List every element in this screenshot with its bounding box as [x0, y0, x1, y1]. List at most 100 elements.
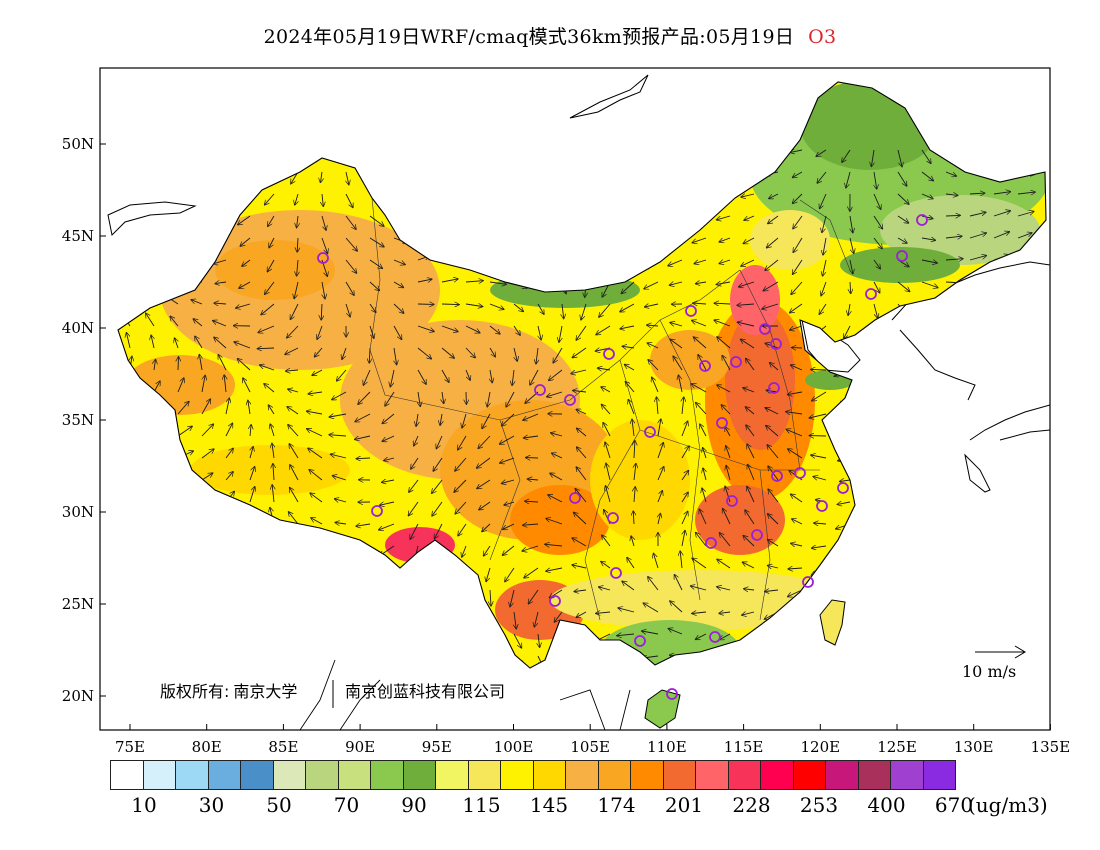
- wind-arrow: [648, 360, 659, 371]
- color-legend: [110, 760, 956, 790]
- wind-arrow: [268, 259, 275, 272]
- wind-arrow: [726, 446, 731, 459]
- wind-arrow: [634, 441, 635, 459]
- wind-arrow: [510, 589, 515, 607]
- wind-arrow: [369, 347, 370, 363]
- wind-arrow: [768, 566, 779, 569]
- city-marker: [564, 394, 576, 406]
- wind-arrow: [634, 487, 635, 503]
- wind-arrow: [500, 435, 515, 444]
- wind-arrow: [249, 467, 255, 481]
- wind-arrow: [694, 337, 707, 349]
- wind-arrow: [484, 545, 491, 556]
- wind-arrow: [873, 215, 882, 229]
- wind-arrow: [767, 390, 779, 392]
- wind-arrow: [572, 565, 587, 568]
- southeast-asia-coast: [299, 659, 631, 730]
- wind-arrow: [153, 381, 160, 393]
- wind-arrow: [272, 485, 274, 503]
- lat-tick-label: 50N: [62, 135, 94, 153]
- wind-arrow: [269, 237, 275, 248]
- wind-arrow: [393, 325, 402, 339]
- legend-swatch: [305, 760, 339, 790]
- wind-arrow: [335, 523, 347, 525]
- wind-arrow: [322, 193, 323, 206]
- wind-arrow: [321, 215, 326, 230]
- wind-arrow: [717, 215, 731, 220]
- lon-tick-label: 80E: [192, 738, 222, 756]
- taiwan-island: [819, 599, 846, 646]
- wind-arrow: [744, 589, 755, 590]
- wind-arrow: [692, 321, 707, 327]
- wind-arrow: [201, 376, 205, 393]
- wind-arrow: [811, 455, 827, 458]
- wind-arrow: [514, 611, 516, 629]
- wind-arrow: [790, 150, 803, 152]
- wind-arrow: [193, 319, 203, 327]
- wind-arrow: [258, 348, 275, 349]
- wind-arrow: [288, 425, 299, 437]
- wind-arrow: [813, 477, 827, 481]
- wind-arrow: [644, 281, 659, 289]
- wind-arrow: [363, 369, 371, 385]
- wind-arrow: [309, 392, 323, 394]
- wind-arrow: [225, 423, 232, 437]
- legend-swatch: [792, 760, 826, 790]
- wind-arrow: [702, 488, 707, 503]
- wind-arrow: [767, 237, 779, 248]
- wind-arrow: [321, 237, 328, 253]
- wind-arrow: [693, 303, 707, 304]
- wind-arrow: [151, 335, 154, 349]
- wind-arrow: [791, 543, 803, 546]
- wind-arrow: [225, 398, 229, 415]
- wind-arrow: [322, 281, 325, 299]
- wind-arrow: [486, 567, 491, 581]
- wind-arrow: [768, 489, 779, 503]
- legend-label: 400: [867, 793, 906, 817]
- legend-swatch: [695, 760, 729, 790]
- wind-arrow: [873, 193, 881, 209]
- wind-arrow: [657, 443, 663, 459]
- wind-arrow: [737, 304, 755, 305]
- wind-arrow: [576, 325, 587, 340]
- legend-swatch: [467, 760, 501, 790]
- wind-arrow: [458, 435, 467, 450]
- wind-arrow: [791, 365, 803, 371]
- wind-arrow: [250, 425, 251, 437]
- wind-arrow: [329, 414, 347, 417]
- wind-arrow: [741, 339, 755, 349]
- wind-arrow: [921, 260, 937, 263]
- wind-arrow: [225, 472, 233, 481]
- wind-arrow: [738, 322, 755, 327]
- wind-arrow: [289, 512, 299, 525]
- wind-arrow: [811, 370, 827, 371]
- lake-baikal: [569, 74, 649, 119]
- wind-arrow: [719, 612, 731, 613]
- wind-arrow: [522, 545, 539, 551]
- wind-arrow: [746, 425, 755, 437]
- wind-arrow: [265, 193, 275, 205]
- wind-arrow: [766, 426, 779, 437]
- wind-arrow: [696, 282, 707, 284]
- wind-arrow: [768, 514, 779, 525]
- city-marker: [802, 576, 814, 588]
- wind-arrow: [791, 494, 803, 503]
- wind-arrow: [502, 413, 515, 426]
- province-borders: [369, 197, 851, 621]
- wind-arrow: [465, 281, 483, 282]
- legend-swatch: [825, 760, 859, 790]
- wind-arrow: [747, 487, 755, 503]
- wind-arrow: [242, 259, 251, 266]
- lon-tick-label: 100E: [494, 738, 534, 756]
- wind-arrow: [993, 211, 1010, 217]
- wind-arrow: [307, 429, 323, 437]
- wind-arrow: [536, 347, 538, 364]
- wind-arrow: [441, 369, 449, 382]
- legend-swatch: [597, 760, 631, 790]
- wind-arrow: [599, 303, 611, 317]
- wind-arrow: [739, 281, 755, 287]
- wind-arrow: [844, 325, 851, 338]
- wind-arrow: [897, 281, 910, 291]
- wind-arrow: [817, 171, 827, 183]
- wind-arrow: [680, 551, 682, 569]
